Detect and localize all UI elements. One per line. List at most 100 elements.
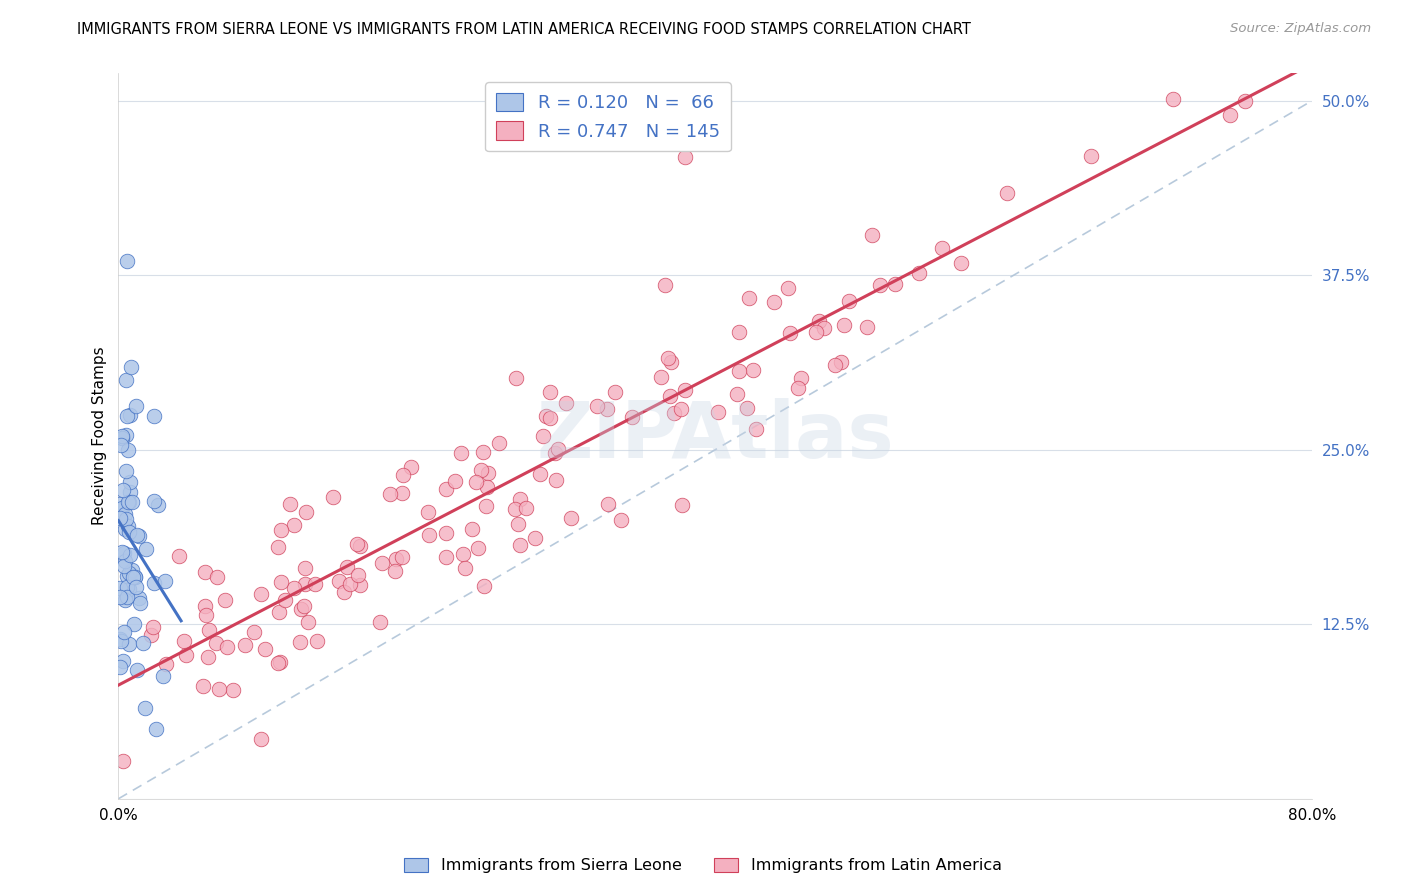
Point [339, 576, 361, 591]
Point [288, 634, 311, 648]
Point [194, 607, 217, 622]
Point [509, 492, 531, 507]
Point [505, 371, 527, 385]
Point [117, 580, 139, 594]
Point [776, 281, 799, 295]
Point [346, 537, 368, 551]
Point [278, 497, 301, 511]
Point [142, 620, 165, 634]
Point [128, 591, 150, 605]
Point [114, 428, 136, 442]
Point [114, 554, 136, 568]
Point [114, 508, 136, 522]
Point [283, 581, 305, 595]
Point [838, 293, 860, 308]
Point [804, 325, 827, 339]
Point [153, 574, 176, 588]
Point [118, 638, 141, 652]
Point [270, 575, 292, 590]
Point [112, 624, 135, 639]
Point [856, 319, 879, 334]
Point [538, 411, 561, 425]
Point [1219, 108, 1241, 122]
Point [118, 548, 141, 562]
Point [434, 550, 457, 565]
Point [233, 638, 256, 652]
Point [115, 373, 138, 387]
Point [152, 669, 174, 683]
Point [125, 528, 148, 542]
Point [727, 364, 749, 378]
Point [787, 381, 810, 395]
Point [266, 656, 288, 670]
Point [399, 460, 422, 475]
Point [471, 445, 494, 459]
Point [453, 547, 475, 561]
Point [118, 582, 141, 596]
Point [560, 511, 582, 525]
Point [378, 487, 401, 501]
Point [292, 599, 315, 614]
Point [269, 605, 291, 619]
Point [134, 701, 156, 715]
Point [488, 436, 510, 450]
Point [117, 443, 139, 458]
Point [416, 506, 439, 520]
Text: ZIPAtlas: ZIPAtlas [536, 398, 894, 474]
Point [745, 422, 768, 436]
Point [253, 641, 276, 656]
Point [110, 438, 132, 452]
Point [117, 569, 139, 583]
Point [290, 601, 312, 615]
Point [117, 494, 139, 508]
Point [120, 360, 142, 375]
Point [128, 529, 150, 543]
Point [205, 636, 228, 650]
Point [808, 313, 831, 327]
Point [124, 570, 146, 584]
Point [544, 446, 567, 460]
Point [779, 326, 801, 341]
Legend: Immigrants from Sierra Leone, Immigrants from Latin America: Immigrants from Sierra Leone, Immigrants… [398, 851, 1008, 880]
Point [250, 587, 273, 601]
Point [108, 510, 131, 524]
Point [139, 628, 162, 642]
Point [503, 502, 526, 516]
Point [121, 494, 143, 508]
Point [763, 295, 786, 310]
Point [650, 369, 672, 384]
Point [862, 228, 884, 243]
Point [735, 401, 758, 415]
Point [124, 399, 146, 413]
Point [143, 409, 166, 423]
Point [127, 663, 149, 677]
Point [135, 542, 157, 557]
Point [111, 545, 134, 559]
Point [115, 590, 138, 604]
Point [659, 355, 682, 369]
Point [675, 383, 697, 397]
Point [908, 266, 931, 280]
Point [728, 325, 751, 339]
Point [585, 399, 607, 413]
Point [122, 570, 145, 584]
Point [737, 291, 759, 305]
Point [434, 482, 457, 496]
Point [198, 623, 221, 637]
Point [112, 654, 135, 668]
Point [332, 584, 354, 599]
Point [465, 475, 488, 490]
Point [1233, 94, 1256, 108]
Point [269, 656, 291, 670]
Point [112, 546, 135, 560]
Point [368, 615, 391, 630]
Point [110, 634, 132, 648]
Point [620, 410, 643, 425]
Point [118, 566, 141, 580]
Point [869, 278, 891, 293]
Point [108, 497, 131, 511]
Point [461, 522, 484, 536]
Point [523, 531, 546, 545]
Point [328, 574, 350, 588]
Point [598, 497, 620, 511]
